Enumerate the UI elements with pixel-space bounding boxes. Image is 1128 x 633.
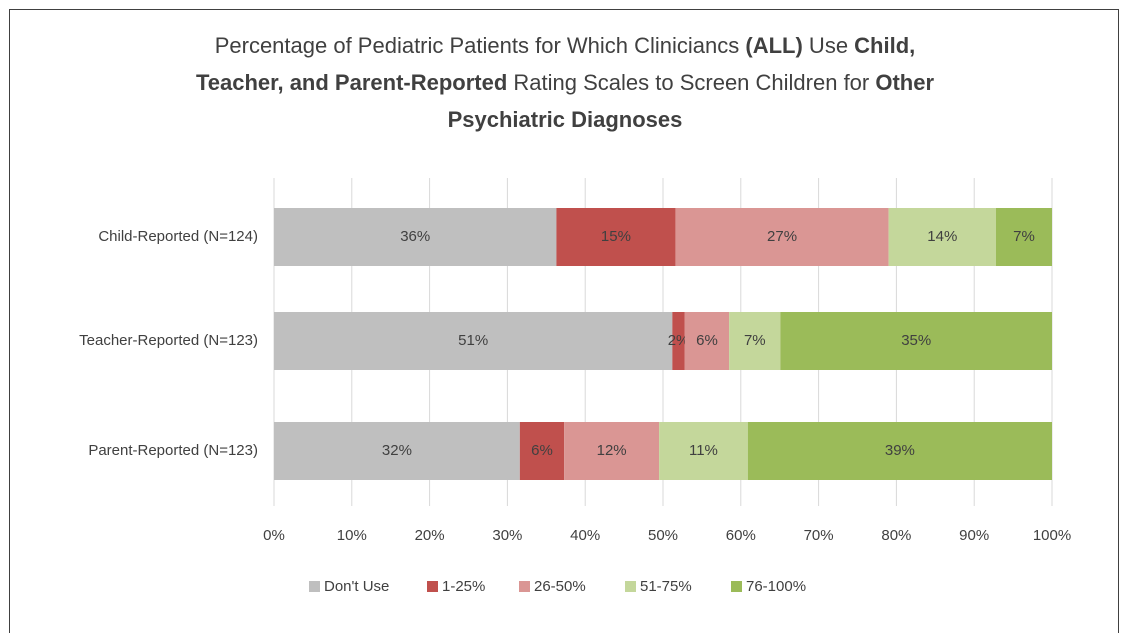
data-label: 14%: [927, 228, 957, 245]
title-run: Use: [803, 33, 854, 58]
chart-title: Percentage of Pediatric Patients for Whi…: [215, 33, 916, 58]
data-label: 11%: [689, 442, 718, 459]
x-tick-label: 80%: [881, 527, 911, 544]
x-tick-label: 40%: [570, 527, 600, 544]
x-tick-label: 0%: [263, 527, 285, 544]
data-label: 2%: [668, 332, 690, 349]
data-label: 39%: [885, 442, 915, 459]
legend-label: 76-100%: [746, 578, 806, 595]
legend-label: 51-75%: [640, 578, 692, 595]
x-tick-label: 30%: [492, 527, 522, 544]
legend-swatch: [625, 581, 636, 592]
x-tick-label: 70%: [804, 527, 834, 544]
bar-segment: [888, 208, 996, 266]
data-label: 15%: [601, 228, 631, 245]
data-label: 35%: [901, 332, 931, 349]
title-run: Percentage of Pediatric Patients for Whi…: [215, 33, 746, 58]
bar-segment: [684, 312, 730, 370]
data-label: 27%: [767, 228, 797, 245]
bar-segment: [274, 312, 673, 370]
y-tick-label: Teacher-Reported (N=123): [79, 332, 258, 349]
legend-swatch: [427, 581, 438, 592]
x-tick-label: 90%: [959, 527, 989, 544]
data-label: 7%: [744, 332, 766, 349]
data-label: 32%: [382, 442, 412, 459]
x-tick-label: 60%: [726, 527, 756, 544]
title-run: Teacher, and Parent-Reported: [196, 70, 507, 95]
bar-segment: [274, 208, 557, 266]
y-tick-label: Child-Reported (N=124): [98, 228, 258, 245]
legend-swatch: [309, 581, 320, 592]
bar-segment: [519, 422, 565, 480]
data-label: 7%: [1013, 228, 1035, 245]
data-label: 51%: [458, 332, 488, 349]
data-label: 12%: [597, 442, 627, 459]
legend-swatch: [519, 581, 530, 592]
bar-segment: [659, 422, 748, 480]
x-tick-label: 10%: [337, 527, 367, 544]
title-run: Other: [875, 70, 934, 95]
data-label: 36%: [400, 228, 430, 245]
title-run: Rating Scales to Screen Children for: [507, 70, 875, 95]
x-tick-label: 20%: [415, 527, 445, 544]
bar-segment: [747, 422, 1052, 480]
bar-segment: [780, 312, 1052, 370]
bar-segment: [729, 312, 781, 370]
bar-segment: [995, 208, 1052, 266]
data-label: 6%: [531, 442, 553, 459]
legend-swatch: [731, 581, 742, 592]
bar-segment: [672, 312, 685, 370]
legend-label: 26-50%: [534, 578, 586, 595]
bar-segment: [274, 422, 520, 480]
title-run: (ALL): [745, 33, 802, 58]
title-run: Child,: [854, 33, 915, 58]
bar-segment: [564, 422, 660, 480]
chart-title: Teacher, and Parent-Reported Rating Scal…: [196, 70, 935, 95]
bar-segment: [675, 208, 889, 266]
title-run: Psychiatric Diagnoses: [448, 107, 683, 132]
x-tick-label: 50%: [648, 527, 678, 544]
x-tick-label: 100%: [1033, 527, 1071, 544]
bar-segment: [556, 208, 676, 266]
data-label: 6%: [696, 332, 718, 349]
legend-label: Don't Use: [324, 578, 389, 595]
y-tick-label: Parent-Reported (N=123): [88, 442, 258, 459]
legend-label: 1-25%: [442, 578, 485, 595]
chart-title: Psychiatric Diagnoses: [448, 107, 683, 132]
